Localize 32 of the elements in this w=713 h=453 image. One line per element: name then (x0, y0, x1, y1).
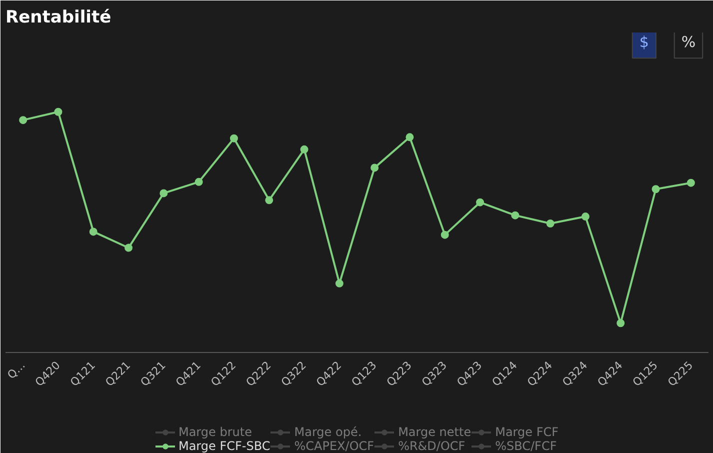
legend-label: Marge FCF (495, 425, 559, 439)
legend-label: %CAPEX/OCF (294, 439, 374, 453)
legend-label: Marge nette (398, 425, 472, 439)
point (160, 189, 168, 198)
legend-label: Marge brute (178, 425, 252, 439)
point (511, 211, 520, 220)
point (230, 134, 238, 142)
legend-label: Marge opé. (294, 425, 362, 439)
point (124, 244, 133, 252)
point (652, 185, 660, 194)
point (546, 220, 554, 228)
point (581, 212, 590, 221)
x-tick-label: Q... (4, 358, 28, 382)
point (406, 133, 414, 142)
point (265, 196, 274, 204)
point (476, 198, 484, 206)
point (616, 319, 625, 328)
text: % (681, 33, 696, 52)
point (370, 164, 379, 172)
point (19, 116, 28, 124)
point (194, 178, 203, 186)
point (335, 279, 344, 288)
point (89, 228, 98, 236)
legend-label: %R&D/OCF (398, 439, 466, 453)
point (440, 230, 449, 239)
point (300, 145, 308, 154)
point (686, 178, 695, 187)
legend-label: %SBC/FCF (495, 439, 557, 453)
text: $ (639, 33, 649, 52)
legend-label: Marge FCF-SBC (178, 439, 270, 453)
chart-title: Rentabilité (6, 8, 112, 28)
point (54, 108, 62, 116)
